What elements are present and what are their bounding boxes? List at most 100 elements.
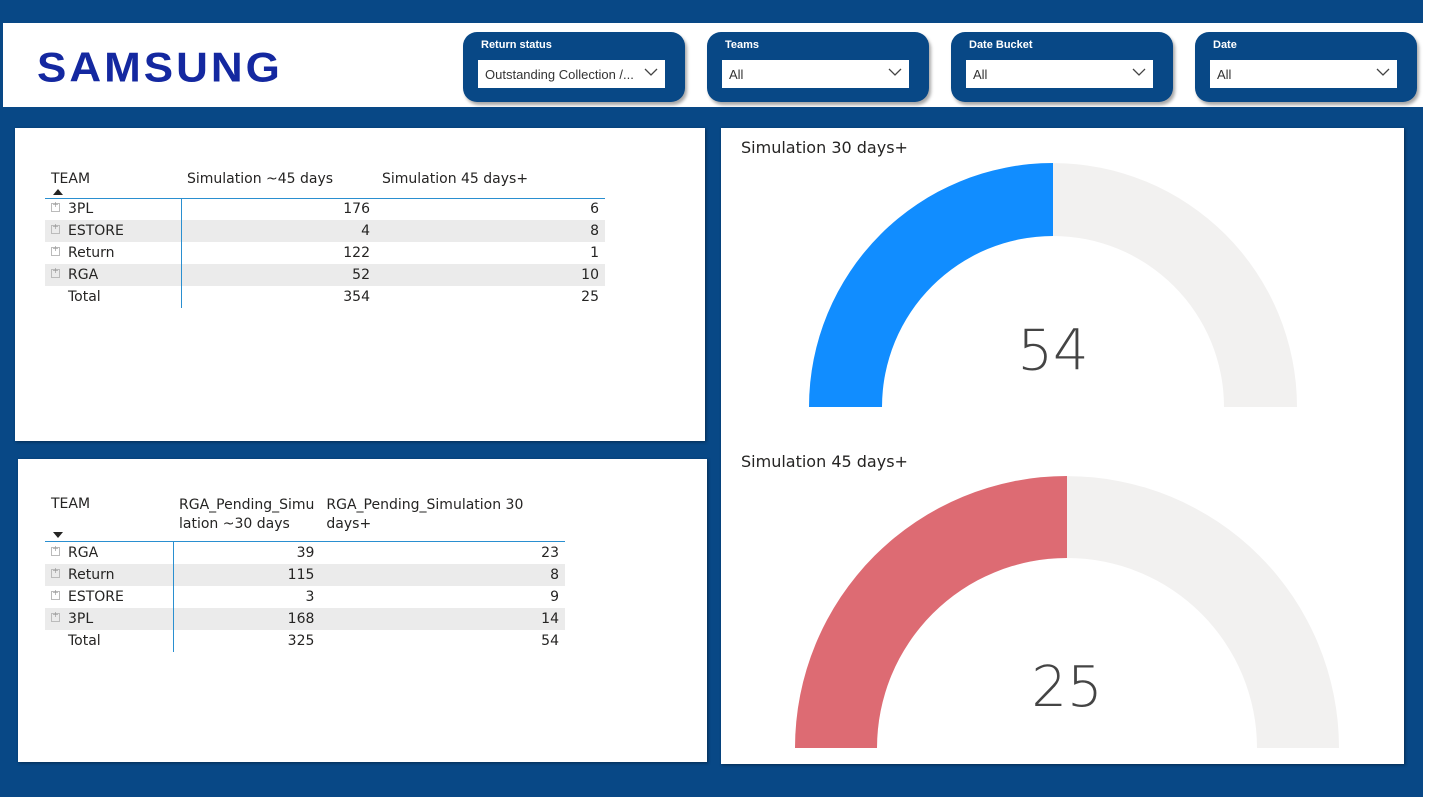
gauge-simulation-30-plus: 54 [809, 163, 1297, 407]
team-cell: 3PL [45, 198, 182, 220]
expand-plus-icon[interactable] [51, 544, 60, 556]
total-label: Total [68, 632, 101, 649]
column-header-sim-45-plus[interactable]: Simulation 45 days+ [376, 171, 605, 199]
expand-plus-icon[interactable] [51, 610, 60, 622]
gauge-fill [809, 163, 1053, 407]
gauge-title: Simulation 45 days+ [741, 452, 908, 471]
table-row[interactable]: 3PL 176 6 [45, 198, 605, 220]
expand-plus-icon[interactable] [51, 266, 60, 278]
team-name: ESTORE [68, 588, 124, 605]
table-panel-simulation: TEAM Simulation ~45 days Simulation 45 d… [15, 128, 705, 441]
team-name: ESTORE [68, 223, 124, 239]
value-cell: 23 [541, 544, 559, 561]
gauge-title: Simulation 30 days+ [741, 138, 908, 157]
value-cell: 8 [376, 220, 605, 242]
value-cell: 115 [173, 563, 321, 586]
value-cell: 176 [343, 201, 370, 218]
table-row[interactable]: ESTORE 3 9 [45, 585, 565, 608]
total-value: 325 [287, 632, 315, 649]
slicer-title: Date Bucket [969, 39, 1033, 51]
gauge-fill [795, 476, 1067, 748]
expand-plus-icon[interactable] [51, 222, 60, 234]
slicer-value: All [973, 67, 988, 82]
slicer-return-status: Return status Outstanding Collection /..… [463, 32, 685, 102]
team-cell: Return [45, 242, 182, 264]
chevron-down-icon [888, 68, 902, 76]
gauge-value: 25 [1031, 655, 1102, 720]
total-value: 354 [343, 289, 370, 305]
column-header-rga-30[interactable]: RGA_Pending_Simu lation ~30 days [173, 496, 321, 542]
team-name: 3PL [68, 610, 94, 627]
value-cell: 3 [305, 588, 315, 605]
total-row: Total 354 25 [45, 286, 605, 308]
team-name: RGA [68, 544, 99, 561]
value-cell: 10 [376, 264, 605, 286]
total-value: 25 [581, 289, 599, 305]
expand-plus-icon[interactable] [51, 200, 60, 213]
date-dropdown[interactable]: All [1210, 60, 1397, 88]
team-name: Return [68, 245, 115, 261]
gauges-panel: Simulation 30 days+ 54 Simulation 45 day… [721, 128, 1404, 764]
table-row[interactable]: Return 122 1 [45, 242, 605, 264]
sort-ascending-icon [53, 189, 63, 195]
slicer-value: All [1217, 67, 1232, 82]
value-cell: 168 [173, 607, 321, 630]
slicer-title: Teams [725, 39, 760, 51]
value-cell: 1 [590, 245, 599, 261]
chevron-down-icon [644, 68, 658, 76]
gauge-simulation-45-plus: 25 [795, 476, 1339, 748]
value-cell: 122 [343, 245, 370, 261]
team-name: RGA [68, 267, 99, 283]
value-cell: 9 [550, 588, 559, 605]
samsung-logo: SAMSUNG [37, 44, 283, 91]
header-label: TEAM [51, 171, 91, 187]
column-header-sim-45[interactable]: Simulation ~45 days [181, 171, 376, 199]
return-status-dropdown[interactable]: Outstanding Collection /... [478, 60, 665, 88]
total-value: 54 [541, 632, 559, 649]
value-cell: 39 [296, 544, 315, 561]
sort-descending-icon [53, 532, 63, 538]
value-cell: 6 [590, 201, 599, 218]
value-cell: 14 [320, 607, 565, 630]
team-cell: ESTORE [45, 585, 174, 608]
team-cell: 3PL [45, 607, 174, 630]
slicer-date-bucket: Date Bucket All [951, 32, 1173, 102]
rga-pending-matrix: TEAM RGA_Pending_Simu lation ~30 days RG… [45, 496, 565, 652]
value-cell: 52 [181, 264, 376, 286]
expand-plus-icon[interactable] [51, 588, 60, 600]
expand-plus-icon[interactable] [51, 244, 60, 256]
team-cell: Return [45, 563, 174, 586]
table-panel-rga-pending: TEAM RGA_Pending_Simu lation ~30 days RG… [18, 459, 707, 762]
slicer-value: All [729, 67, 744, 82]
team-cell: RGA [45, 541, 174, 564]
slicer-title: Date [1213, 39, 1237, 51]
header-label: TEAM [51, 496, 91, 512]
value-cell: 4 [181, 220, 376, 242]
total-label-cell: Total [45, 286, 182, 308]
column-header-rga-30-plus[interactable]: RGA_Pending_Simulation 30 days+ [320, 496, 565, 542]
column-header-team[interactable]: TEAM [45, 171, 181, 199]
chevron-down-icon [1132, 68, 1146, 76]
table-row[interactable]: ESTORE 48 [45, 220, 605, 242]
chevron-down-icon [1376, 68, 1390, 76]
expand-plus-icon[interactable] [51, 566, 60, 578]
slicer-date: Date All [1195, 32, 1417, 102]
table-row[interactable]: RGA 39 23 [45, 541, 565, 564]
simulation-matrix: TEAM Simulation ~45 days Simulation 45 d… [45, 171, 605, 308]
slicer-title: Return status [481, 39, 552, 51]
teams-dropdown[interactable]: All [722, 60, 909, 88]
column-header-team[interactable]: TEAM [45, 496, 173, 542]
total-row: Total 325 54 [45, 629, 565, 652]
gauge-value: 54 [1017, 318, 1088, 383]
team-cell: RGA [45, 264, 182, 286]
total-label-cell: Total [45, 629, 174, 652]
team-name: 3PL [68, 201, 94, 218]
team-cell: ESTORE [45, 220, 182, 242]
team-name: Return [68, 566, 115, 583]
slicer-value: Outstanding Collection /... [485, 67, 634, 82]
slicer-teams: Teams All [707, 32, 929, 102]
date-bucket-dropdown[interactable]: All [966, 60, 1153, 88]
